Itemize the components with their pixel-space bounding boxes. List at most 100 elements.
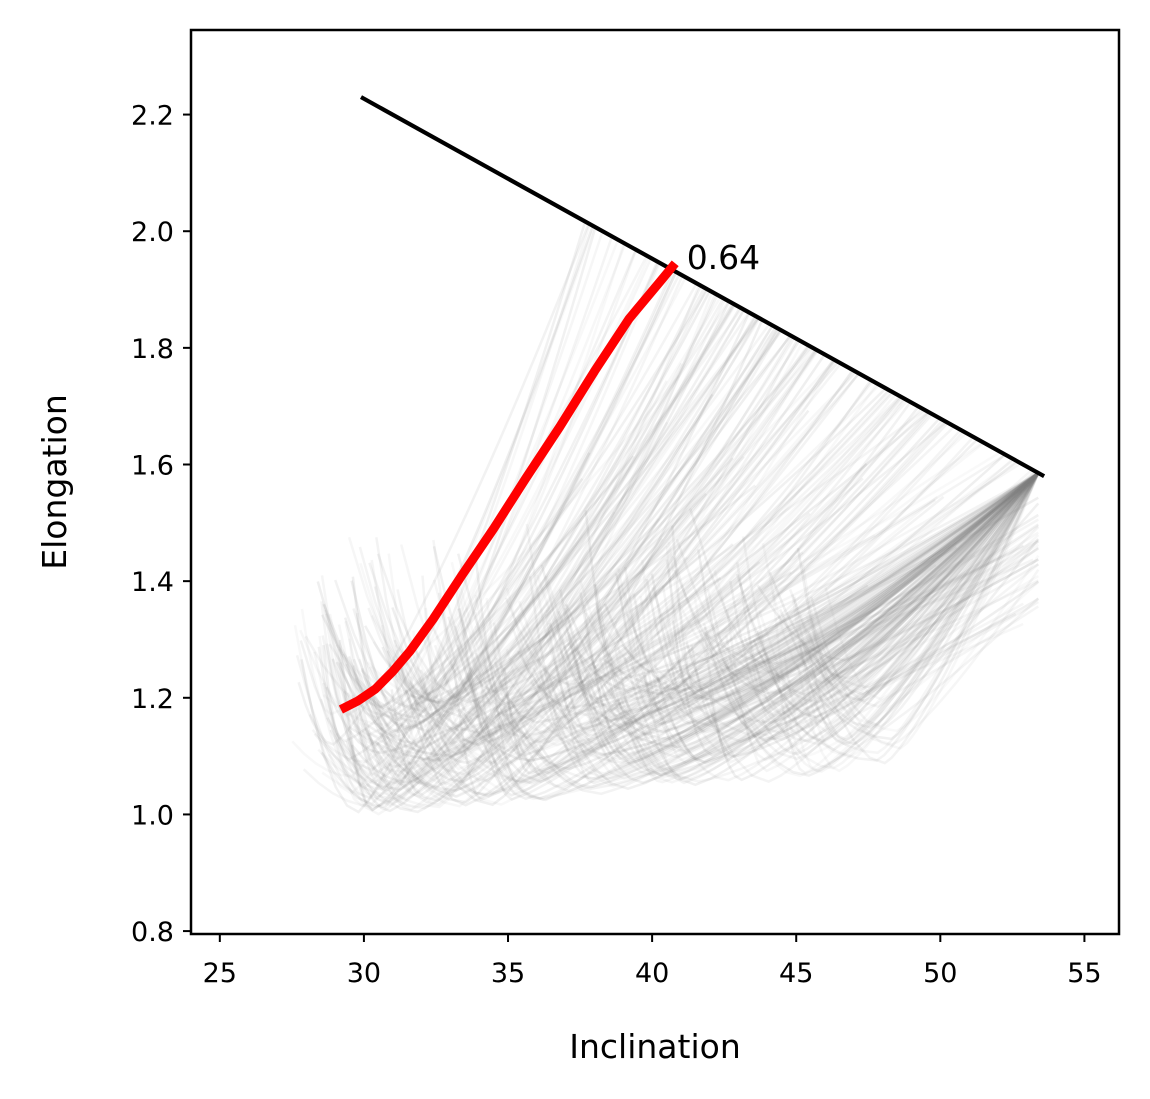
ensemble-curve xyxy=(293,239,620,795)
ensemble-curve xyxy=(363,372,860,758)
ensemble-curve xyxy=(543,472,1040,791)
ensemble-curve xyxy=(326,274,684,786)
ensemble-curve xyxy=(803,472,1040,687)
ensemble-curve xyxy=(311,257,653,764)
ensemble-curve xyxy=(651,472,1040,743)
ensemble-curve xyxy=(454,420,948,729)
ensemble-curve xyxy=(805,472,1040,750)
ensemble-curve xyxy=(345,393,714,813)
ensemble-curve xyxy=(396,362,842,771)
ensemble-curve xyxy=(474,411,930,706)
ensemble-curve xyxy=(500,393,897,734)
y-tick-label: 1.2 xyxy=(131,684,174,715)
ensemble-curve xyxy=(806,472,1040,708)
ensemble-curve xyxy=(545,471,1040,722)
ensemble-curve xyxy=(505,441,985,712)
ensemble-curve xyxy=(299,276,687,740)
ensemble-curve xyxy=(373,372,860,798)
ensemble-curve xyxy=(335,326,778,713)
ensemble-curve xyxy=(299,261,660,772)
ensemble-curve xyxy=(693,524,1040,703)
ensemble-curve xyxy=(502,430,965,789)
ensemble-curve xyxy=(567,518,1039,696)
ensemble-curve xyxy=(781,472,1040,762)
ensemble-curve xyxy=(510,612,1017,791)
ensemble-curve xyxy=(347,329,783,705)
ensemble-curve xyxy=(544,472,1040,788)
ensemble-curve xyxy=(801,472,1040,680)
ensemble-curve xyxy=(672,472,1040,673)
ensemble-curve xyxy=(331,282,698,747)
ensemble-curve xyxy=(494,460,1019,745)
ensemble-curve xyxy=(344,556,688,734)
ensemble-curve xyxy=(456,429,962,800)
ensemble-curve xyxy=(508,472,1040,796)
ensemble-curve xyxy=(798,472,1040,746)
ensemble-curve xyxy=(788,472,1040,696)
series-lines xyxy=(338,95,1046,714)
ensemble-curve xyxy=(778,472,1040,729)
ensemble-curve xyxy=(350,334,792,750)
ensemble-curve xyxy=(367,298,727,812)
y-tick-label: 2.0 xyxy=(131,217,174,248)
ensemble-curve xyxy=(667,523,1039,701)
ensemble-curve xyxy=(677,472,1040,688)
ensemble-curve xyxy=(634,543,1039,722)
ensemble-curve xyxy=(455,432,968,743)
ensemble-curve xyxy=(684,472,1040,682)
ensemble-curve xyxy=(602,472,1040,781)
ensemble-curve xyxy=(667,472,1040,690)
ensemble-curve xyxy=(402,495,939,796)
ensemble-curve xyxy=(450,370,856,707)
ensemble-curve xyxy=(409,316,760,762)
ensemble-curve xyxy=(440,348,817,783)
ensemble-curve xyxy=(646,472,1040,763)
y-tick-label: 1.0 xyxy=(131,800,174,831)
ensemble-curve xyxy=(447,405,920,784)
x-tick-label: 50 xyxy=(923,958,957,989)
ensemble-curve xyxy=(632,472,1040,754)
ensemble-curve xyxy=(360,334,792,734)
ensemble-curve xyxy=(609,605,1039,783)
x-tick-label: 45 xyxy=(779,958,813,989)
ensemble-curve xyxy=(439,379,872,783)
ensemble-curve xyxy=(673,472,1040,695)
ensemble-curve xyxy=(420,336,796,746)
ensemble-curve xyxy=(474,419,944,775)
ensemble-curve xyxy=(375,317,761,756)
ensemble-curve xyxy=(579,575,1039,753)
ensemble-curve xyxy=(323,315,758,777)
ensemble-curve xyxy=(355,421,669,781)
ensemble-curve xyxy=(685,472,1040,783)
ensemble-curve xyxy=(690,472,1040,735)
ensemble-curve xyxy=(743,472,1040,746)
ensemble-curve xyxy=(518,460,1018,723)
ensemble-curve xyxy=(778,472,1040,773)
ensemble-curve xyxy=(321,362,683,807)
ensemble-curve xyxy=(372,534,876,712)
ensemble-curve xyxy=(495,411,930,731)
ensemble-curve xyxy=(376,293,717,806)
ensemble-curve xyxy=(316,225,594,710)
ensemble-curve xyxy=(338,327,779,802)
ensemble-curve xyxy=(393,457,734,718)
ensemble-curve xyxy=(352,324,774,801)
y-tick-label: 1.6 xyxy=(131,451,174,482)
ensemble-curve xyxy=(620,472,1040,702)
ensemble-curve xyxy=(564,472,1040,734)
ensemble-curve xyxy=(518,472,1040,762)
ensemble-curve xyxy=(804,472,1040,755)
ensemble-curve xyxy=(348,359,837,762)
ensemble-curve xyxy=(381,316,760,700)
ensemble-curve xyxy=(393,327,780,735)
ensemble-curve xyxy=(329,339,801,814)
ensemble-curve xyxy=(649,472,1040,699)
ensemble-curve xyxy=(564,472,1040,768)
ensemble-curve xyxy=(341,323,771,738)
x-axis: 25 30 35 40 45 50 55 xyxy=(203,934,1102,989)
ensemble-curve xyxy=(535,472,1040,726)
ensemble-curve xyxy=(584,472,1040,742)
ensemble-curve xyxy=(623,472,1040,787)
ensemble-curve xyxy=(366,359,836,703)
ensemble-curve xyxy=(574,471,1040,711)
